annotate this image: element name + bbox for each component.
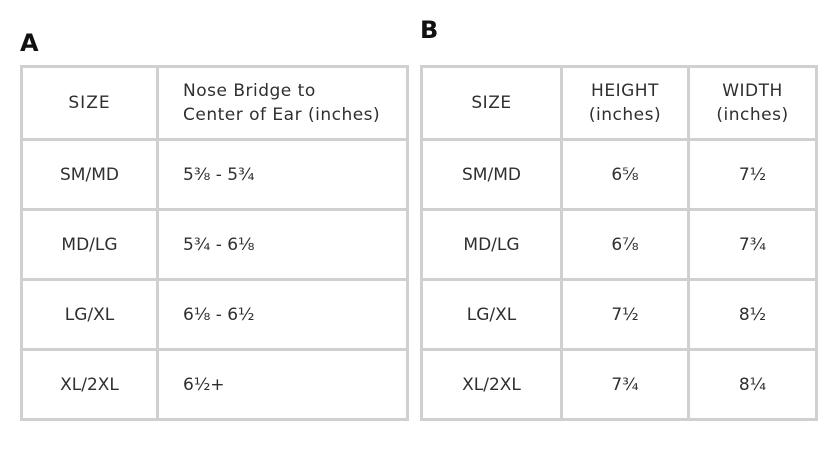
height-value-cell: 7½ <box>560 278 690 351</box>
panel-a-label: A <box>20 29 39 57</box>
table-row: XL/2XL 7¾ 8¼ <box>420 348 818 421</box>
height-column-header: HEIGHT (inches) <box>560 65 690 141</box>
nose-bridge-header-line-1: Nose Bridge to <box>183 81 316 101</box>
nose-bridge-value-cell: 5⅜ - 5¾ <box>156 138 409 211</box>
width-header-line-1: WIDTH <box>722 81 783 101</box>
panel-b-label: B <box>420 16 439 44</box>
size-cell: MD/LG <box>420 208 563 281</box>
height-header-line-1: HEIGHT <box>591 81 659 101</box>
nose-bridge-value-cell: 6½+ <box>156 348 409 421</box>
size-column-header: SIZE <box>20 65 159 141</box>
table-row: SM/MD 5⅜ - 5¾ <box>20 138 409 211</box>
size-column-header: SIZE <box>420 65 563 141</box>
nose-bridge-column-header: Nose Bridge to Center of Ear (inches) <box>156 65 409 141</box>
width-header-line-2: (inches) <box>716 105 789 125</box>
width-column-header: WIDTH (inches) <box>687 65 818 141</box>
table-row: MD/LG 6⅞ 7¾ <box>420 208 818 281</box>
size-cell: XL/2XL <box>420 348 563 421</box>
size-cell: MD/LG <box>20 208 159 281</box>
height-header-line-2: (inches) <box>588 105 662 125</box>
height-value-cell: 6⅞ <box>560 208 690 281</box>
nose-bridge-value-cell: 5¾ - 6⅛ <box>156 208 409 281</box>
size-cell: SM/MD <box>20 138 159 211</box>
nose-bridge-size-table: SIZE Nose Bridge to Center of Ear (inche… <box>20 65 409 421</box>
table-row: SM/MD 6⅝ 7½ <box>420 138 818 211</box>
width-value-cell: 7¾ <box>687 208 818 281</box>
size-cell: LG/XL <box>20 278 159 351</box>
table-a-header-row: SIZE Nose Bridge to Center of Ear (inche… <box>20 65 409 141</box>
size-cell: LG/XL <box>420 278 563 351</box>
table-row: LG/XL 6⅛ - 6½ <box>20 278 409 351</box>
height-value-cell: 7¾ <box>560 348 690 421</box>
table-row: MD/LG 5¾ - 6⅛ <box>20 208 409 281</box>
height-value-cell: 6⅝ <box>560 138 690 211</box>
nose-bridge-value-cell: 6⅛ - 6½ <box>156 278 409 351</box>
size-cell: SM/MD <box>420 138 563 211</box>
nose-bridge-header-line-2: Center of Ear (inches) <box>183 105 381 125</box>
table-row: LG/XL 7½ 8½ <box>420 278 818 351</box>
height-width-size-table: SIZE HEIGHT (inches) WIDTH (inches) SM/M… <box>420 65 818 421</box>
table-b-header-row: SIZE HEIGHT (inches) WIDTH (inches) <box>420 65 818 141</box>
size-cell: XL/2XL <box>20 348 159 421</box>
table-row: XL/2XL 6½+ <box>20 348 409 421</box>
width-value-cell: 8½ <box>687 278 818 351</box>
width-value-cell: 8¼ <box>687 348 818 421</box>
width-value-cell: 7½ <box>687 138 818 211</box>
